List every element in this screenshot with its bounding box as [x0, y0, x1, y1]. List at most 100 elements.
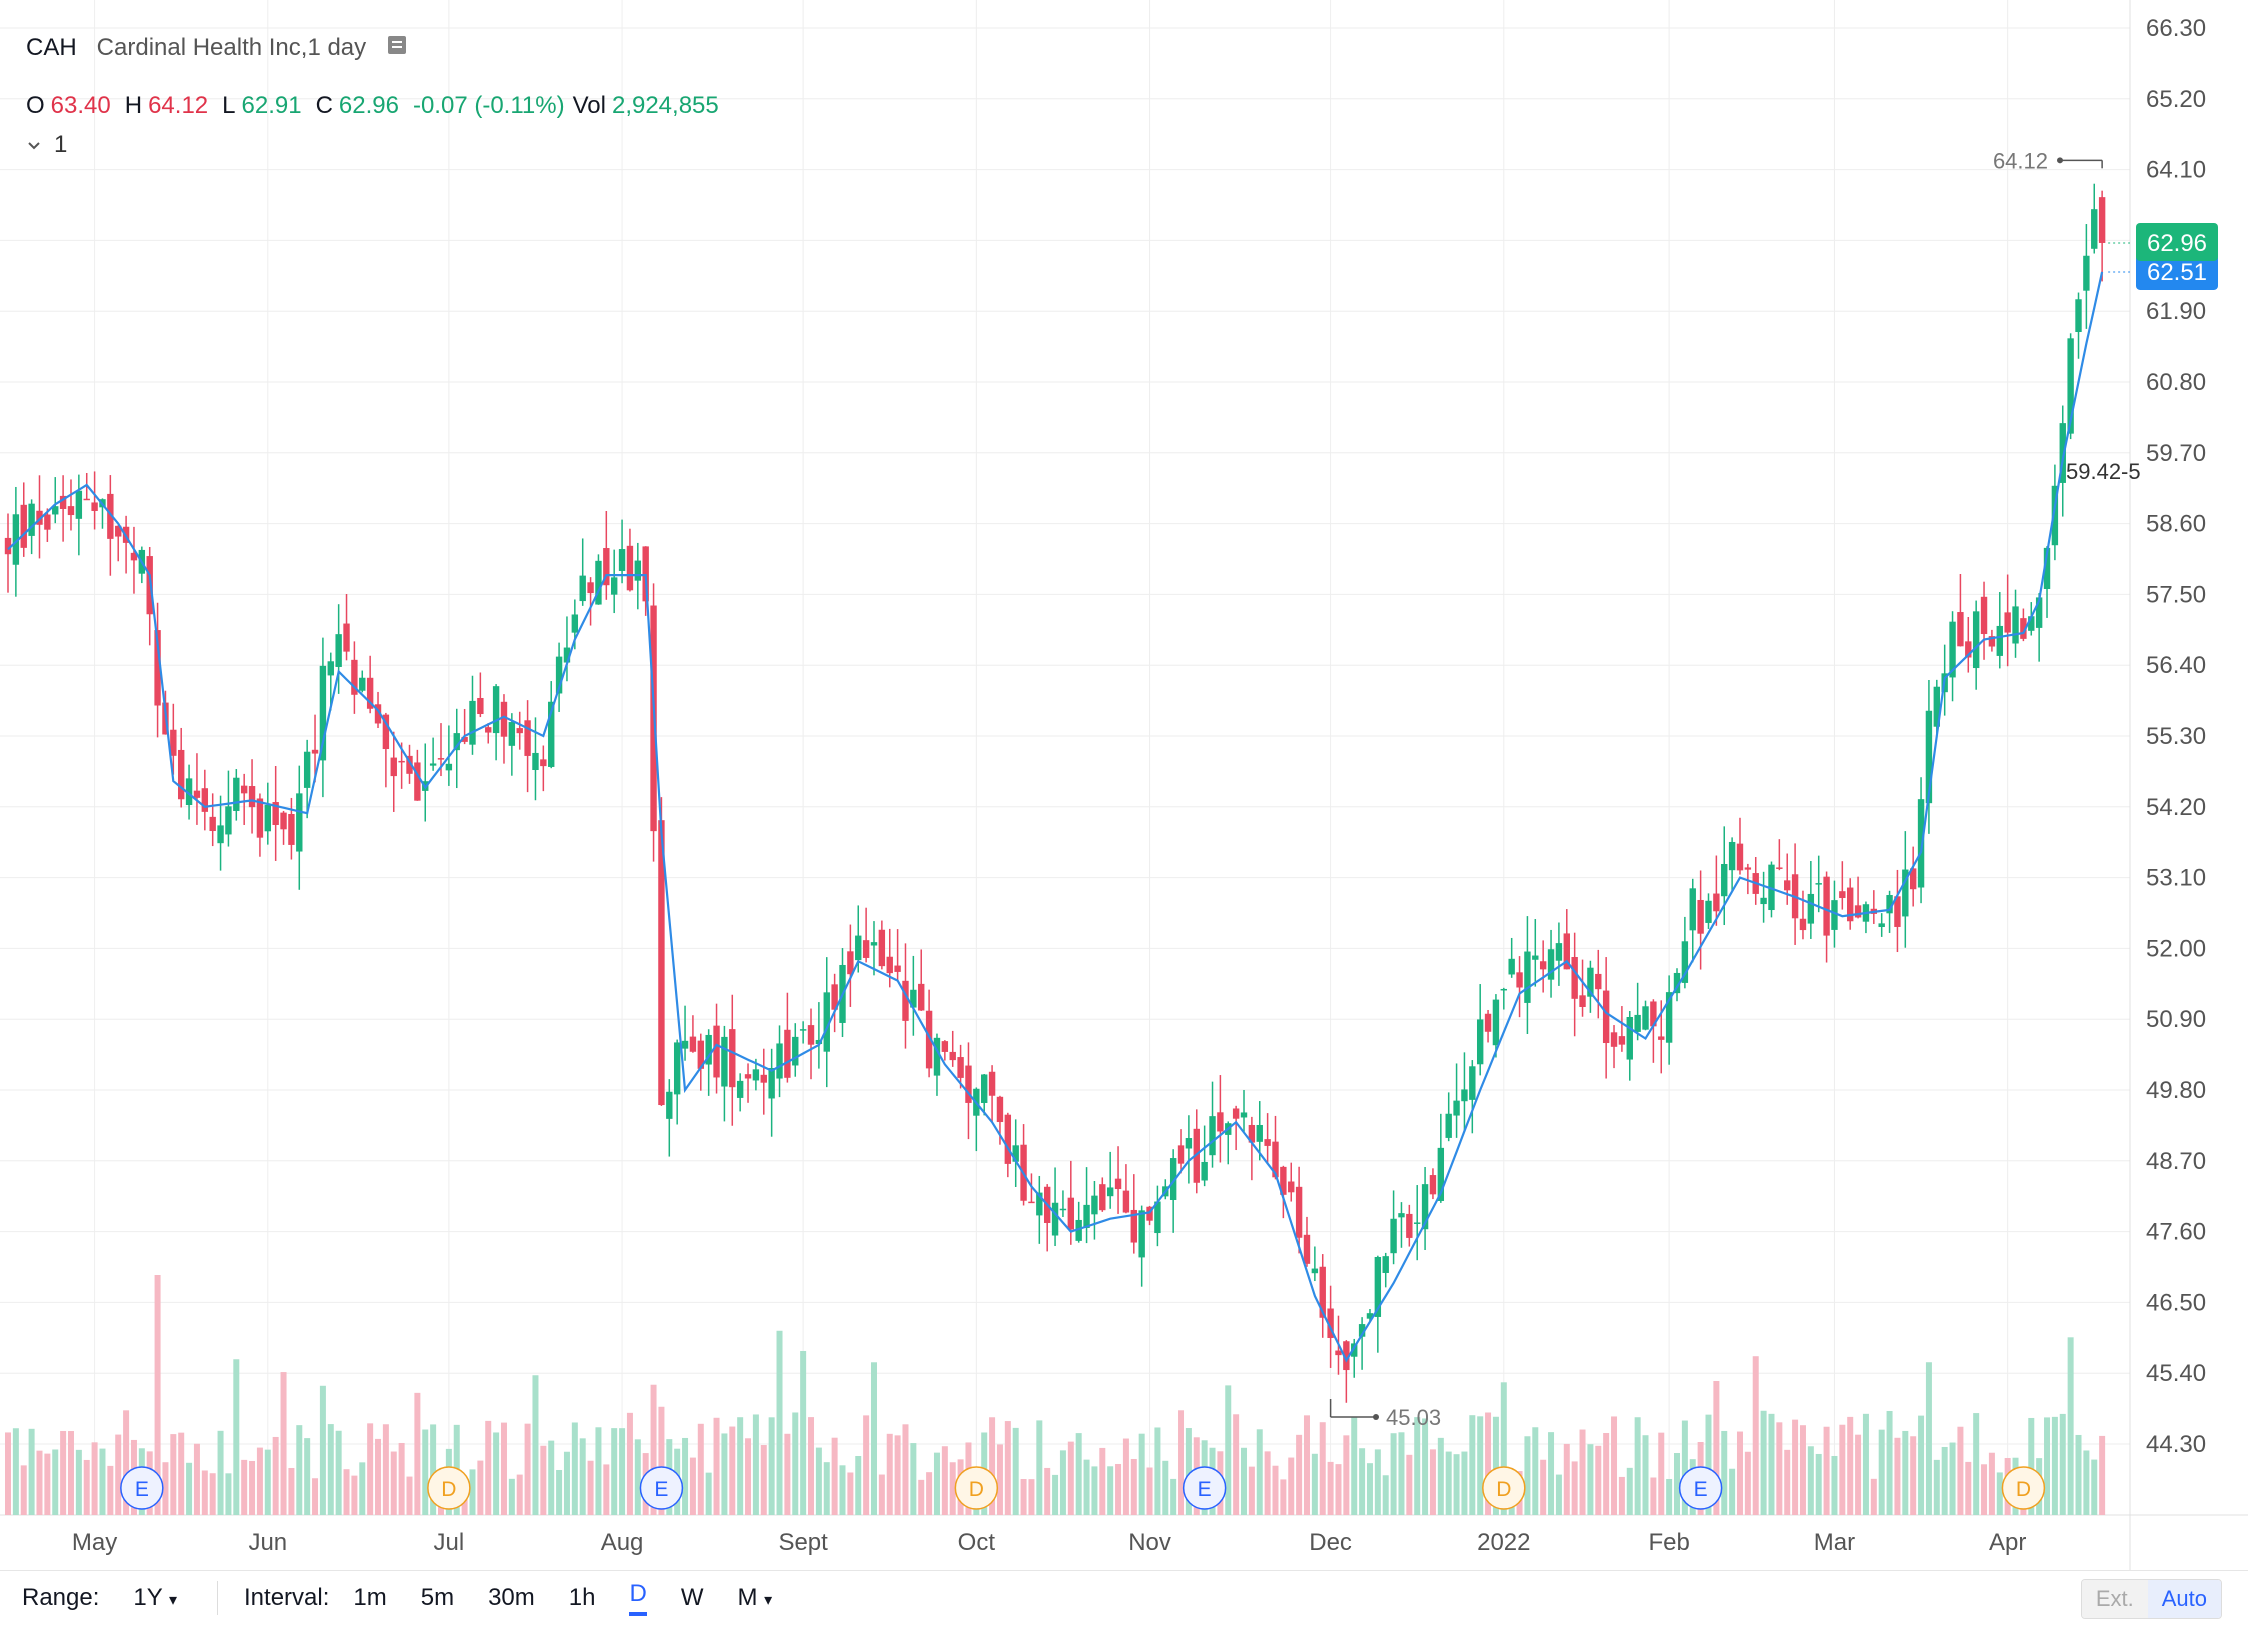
y-tick-label: 64.10	[2146, 157, 2206, 184]
dividend-marker	[2001, 1466, 2046, 1510]
candle-body	[831, 984, 838, 1010]
candle-body	[1390, 1218, 1397, 1254]
candle-body	[59, 495, 67, 509]
candle-body	[1185, 1138, 1193, 1149]
volume-bar	[1303, 1415, 1310, 1515]
volume-bar	[1154, 1427, 1161, 1515]
interval-1m[interactable]: 1m	[353, 1584, 387, 1611]
volume-bar	[933, 1452, 940, 1515]
volume-bar	[201, 1470, 208, 1515]
volume-bar	[115, 1434, 122, 1515]
volume-bar	[178, 1432, 185, 1515]
ext-button[interactable]: Ext.	[2081, 1580, 2148, 1618]
candle-body	[516, 728, 523, 734]
auto-button[interactable]: Auto	[2147, 1580, 2221, 1618]
volume-bar	[1587, 1444, 1594, 1515]
candle-body	[1917, 799, 1925, 888]
volume-bar	[1185, 1428, 1192, 1515]
indicator-row[interactable]: 1	[26, 128, 67, 162]
volume-bar	[67, 1431, 74, 1515]
candle-body	[792, 1036, 799, 1066]
volume-bar	[815, 1447, 822, 1515]
volume-bar	[1492, 1416, 1499, 1515]
level-annotation: 59.42-5	[2066, 459, 2141, 484]
volume-bar	[1815, 1453, 1822, 1515]
x-tick-label: Oct	[958, 1529, 996, 1556]
high-value: 64.12	[148, 92, 209, 119]
candle-body	[548, 701, 555, 767]
candle-body	[319, 665, 327, 761]
volume-bar	[1162, 1460, 1169, 1515]
candle-body	[1311, 1268, 1319, 1274]
session-toggle[interactable]: Ext. Auto	[2080, 1579, 2222, 1619]
volume-bar	[1028, 1479, 1035, 1515]
volume-bar	[359, 1462, 366, 1515]
candle-body	[642, 546, 649, 602]
volume-bar	[626, 1412, 633, 1515]
volume-bar	[823, 1462, 830, 1515]
range-select[interactable]: 1Y ▾	[133, 1584, 177, 1612]
candle-body	[485, 727, 492, 733]
interval-w[interactable]: W	[680, 1584, 704, 1611]
settings-icon[interactable]	[386, 34, 408, 63]
volume-bar	[1445, 1451, 1452, 1515]
volume-bar	[1799, 1425, 1806, 1515]
volume-bar	[1366, 1463, 1373, 1515]
candle-body	[288, 814, 295, 845]
interval-1h[interactable]: 1h	[568, 1584, 596, 1611]
event-label: E	[1694, 1478, 1708, 1501]
volume-bar	[1225, 1385, 1232, 1515]
candle-body	[264, 804, 271, 832]
price-chart[interactable]: 64.12 45.03 59.42-5 E D E D E D E D 66.30 65.20 64.…	[0, 0, 2248, 1570]
volume-bar	[375, 1438, 382, 1515]
volume-bar	[745, 1438, 752, 1515]
candle-body	[760, 1074, 767, 1083]
interval-5m[interactable]: 5m	[420, 1584, 455, 1611]
interval-m[interactable]: M ▾	[737, 1584, 772, 1612]
candle-body	[1587, 967, 1594, 997]
candlesticks	[4, 183, 2106, 1403]
x-axis: May Jun Jul Aug Sept Oct Nov Dec 2022 Feb Mar Apr	[72, 1529, 2026, 1556]
candle-body	[918, 983, 925, 1011]
y-tick-label: 66.30	[2146, 15, 2206, 42]
earnings-marker	[639, 1466, 684, 1510]
volume-bar	[1382, 1475, 1389, 1515]
candle-body	[217, 825, 224, 844]
candle-body	[1091, 1195, 1098, 1215]
volume-bar	[1957, 1426, 1964, 1515]
volume-bar	[1823, 1426, 1830, 1515]
candle-body	[1815, 883, 1822, 885]
volume-bar	[1784, 1449, 1791, 1515]
candle-body	[75, 490, 83, 519]
candle-body	[1280, 1166, 1287, 1195]
candle-body	[902, 980, 909, 1021]
candle-body	[870, 942, 878, 946]
volume-bar	[1422, 1418, 1429, 1515]
y-tick-label: 55.30	[2146, 723, 2206, 750]
chevron-down-icon[interactable]	[26, 131, 42, 159]
interval-d[interactable]: D	[629, 1580, 647, 1616]
caret-down-icon: ▾	[764, 1592, 773, 1609]
y-tick-label: 47.60	[2146, 1219, 2206, 1246]
volume-bar	[792, 1412, 799, 1515]
candle-body	[83, 498, 90, 501]
volume-bar	[737, 1417, 744, 1515]
volume-bar	[1532, 1427, 1539, 1515]
interval-30m[interactable]: 30m	[488, 1584, 535, 1611]
caret-down-icon: ▾	[168, 1592, 178, 1609]
volume-bar	[1115, 1463, 1122, 1515]
candle-body	[1146, 1206, 1153, 1221]
candle-body	[689, 1036, 697, 1052]
volume-bar	[1272, 1465, 1279, 1515]
candle-body	[20, 504, 27, 548]
y-tick-label: 53.10	[2146, 865, 2206, 892]
toolbar-divider	[217, 1581, 219, 1615]
candle-body	[67, 506, 75, 516]
candle-body	[1351, 1343, 1358, 1357]
volume-bar	[1981, 1464, 1988, 1515]
candle-body	[461, 736, 468, 742]
volume-bar	[1359, 1448, 1366, 1515]
volume-bar	[280, 1372, 287, 1515]
volume-bar	[863, 1415, 870, 1515]
